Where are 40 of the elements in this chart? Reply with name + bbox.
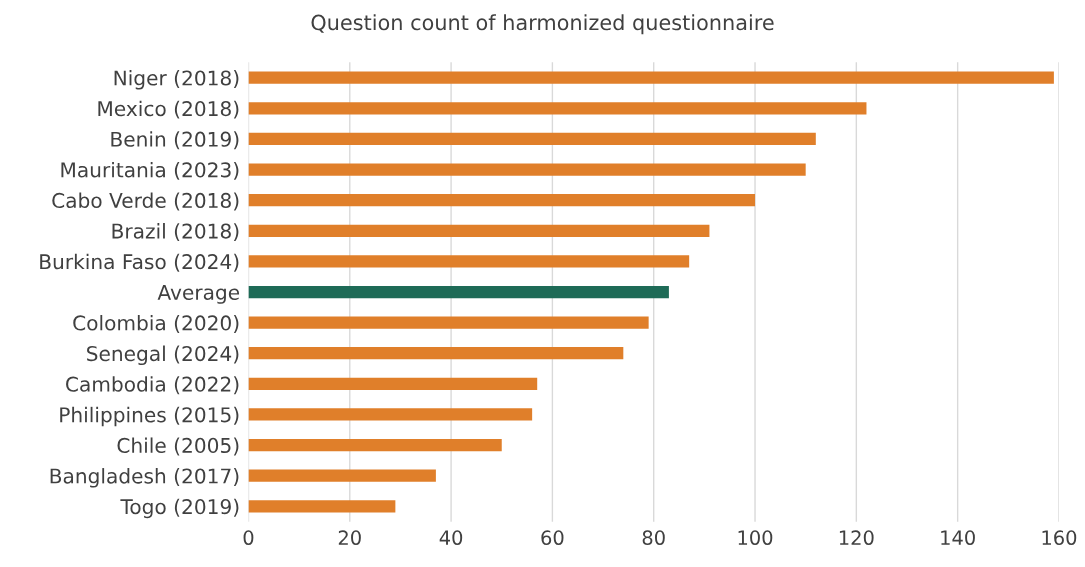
bar (248, 102, 867, 115)
bar (248, 469, 436, 482)
bar (248, 408, 533, 421)
bar (248, 194, 756, 207)
y-tick-label: Bangladesh (2017) (50, 468, 239, 488)
y-tick-label: Philippines (2015) (60, 406, 239, 427)
y-tick-label: Average (157, 284, 240, 304)
x-tick-label: 80 (642, 530, 665, 546)
y-tick-label: Senegal (2024) (87, 345, 239, 366)
y-tick-label: Cambodia (2022) (66, 376, 239, 395)
bar (248, 224, 710, 237)
x-tick-label: 100 (738, 530, 773, 546)
y-tick-label: Chile (2005) (117, 437, 239, 456)
y-tick-label: Mexico (2018) (98, 100, 239, 119)
bar (248, 377, 538, 390)
y-tick-label: Burkina Faso (2024) (40, 253, 239, 272)
bar (248, 163, 806, 176)
bar (248, 438, 502, 452)
x-tick-label: 140 (941, 530, 975, 546)
bar (248, 71, 1054, 84)
x-tick-label: 160 (1042, 530, 1077, 546)
bar (248, 285, 669, 299)
y-tick-label: Benin (2019) (111, 131, 239, 150)
bar (248, 500, 396, 513)
y-tick-label: Colombia (2020) (73, 314, 239, 333)
x-tick-label: 20 (338, 530, 361, 546)
bar (248, 347, 624, 360)
bar (248, 316, 649, 329)
x-tick-label: 120 (839, 530, 874, 546)
bar (248, 132, 816, 146)
x-tick-label: 40 (439, 530, 463, 546)
bar (248, 255, 690, 268)
x-tick-label: 60 (541, 530, 564, 546)
y-tick-label: Mauritania (2023) (61, 161, 239, 180)
x-tick-label: 0 (243, 530, 254, 546)
chart-title: Question count of harmonized questionnaire (311, 14, 774, 35)
y-tick-label: Brazil (2018) (112, 223, 239, 242)
y-tick-label: Cabo Verde (2018) (52, 192, 239, 211)
y-tick-label: Togo (2019) (120, 498, 239, 519)
y-tick-label: Niger (2018) (114, 70, 239, 90)
